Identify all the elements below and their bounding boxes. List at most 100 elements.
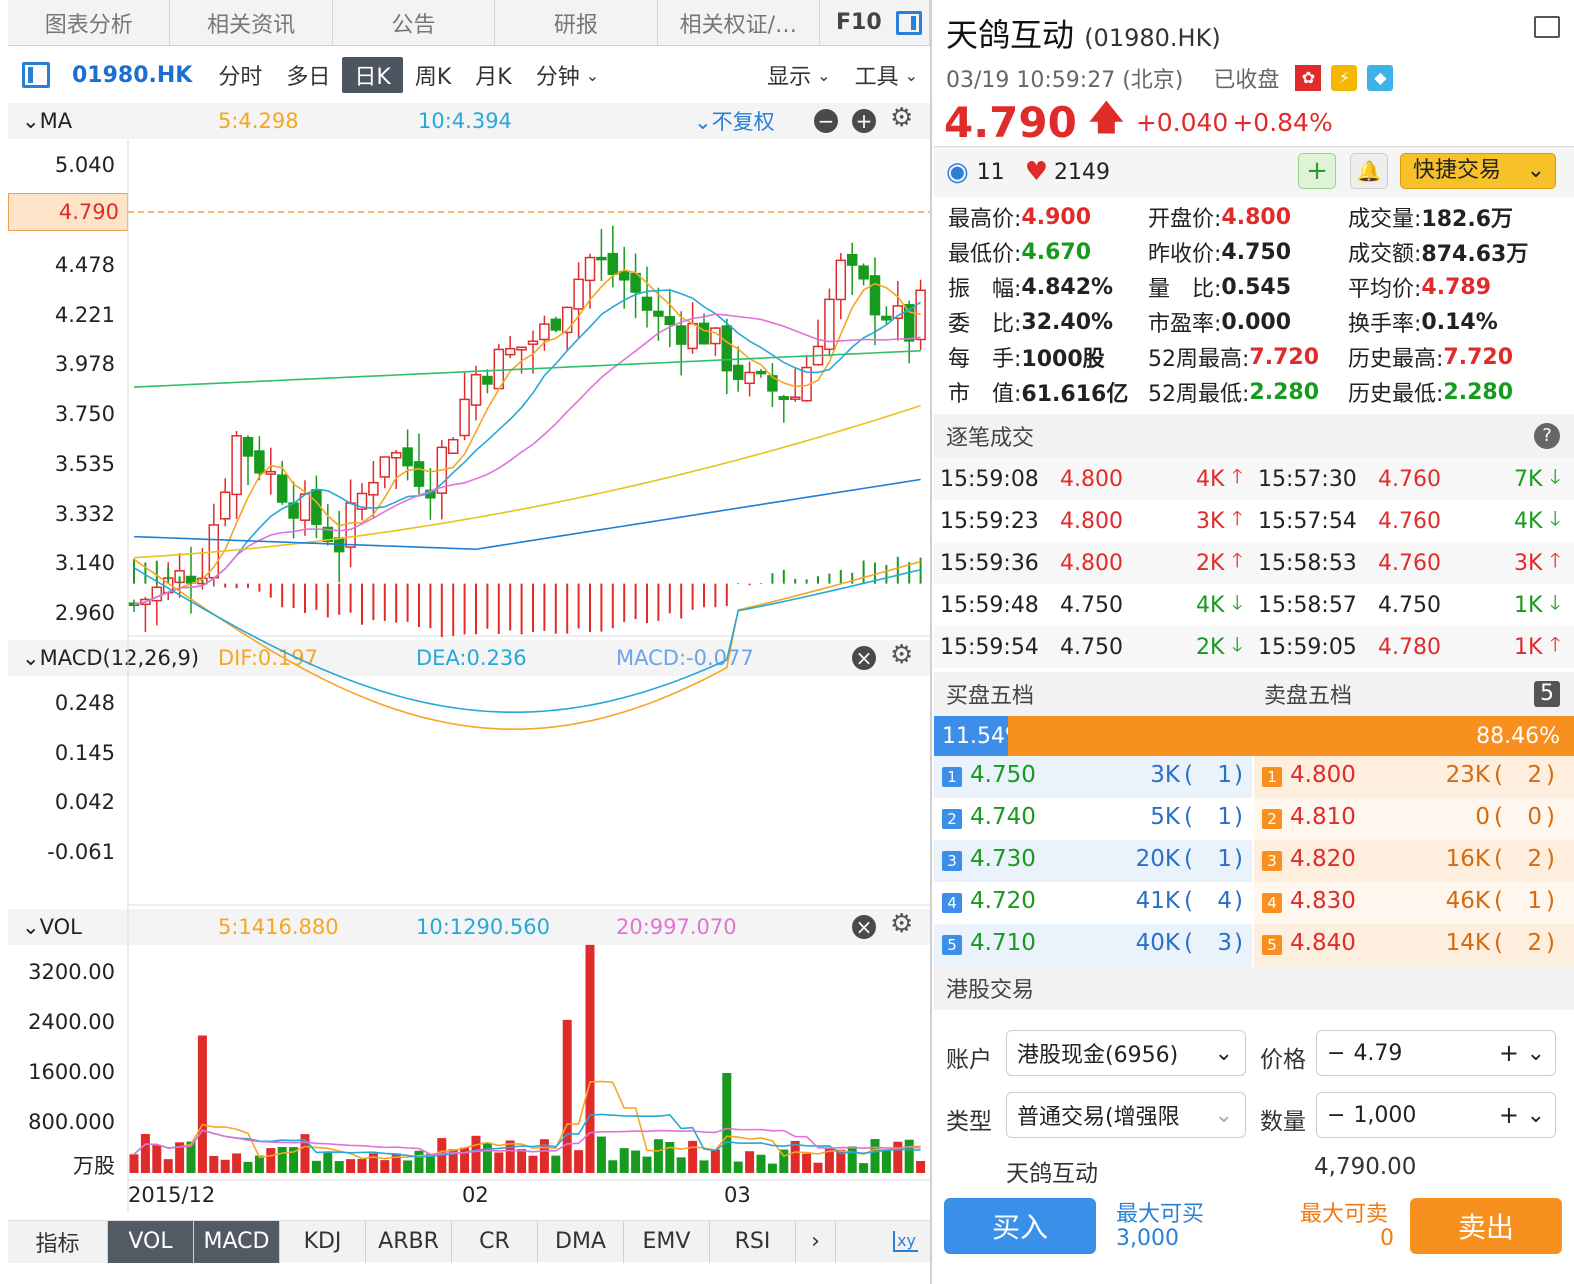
tick-time: 15:59:08 <box>940 466 1039 492</box>
type-select[interactable]: 普通交易(增强限 ⌄ <box>1006 1092 1246 1138</box>
gear-icon[interactable]: ⚙ <box>890 640 914 670</box>
sell-button[interactable]: 卖出 <box>1410 1198 1562 1254</box>
qty-stepper[interactable]: −1,000 + ⌄ <box>1316 1092 1556 1138</box>
gear-icon[interactable]: ⚙ <box>890 103 914 133</box>
period-weekly[interactable]: 周K <box>414 65 452 90</box>
stat-label: 昨收价: <box>1148 242 1222 267</box>
tick-row: 15:59:48 4.750 4K 🡓 15:58:57 4.750 1K 🡓 <box>934 584 1574 626</box>
stat-label: 历史最高: <box>1348 347 1444 372</box>
type-label: 类型 <box>946 1109 992 1135</box>
tab-dma[interactable]: DMA <box>538 1220 624 1263</box>
levels-badge[interactable]: 5 <box>1534 681 1560 707</box>
tick-time: 15:59:36 <box>940 550 1039 576</box>
plus-icon[interactable]: + <box>1498 1039 1519 1067</box>
chevron-right-icon[interactable]: › <box>796 1220 836 1263</box>
ask-paren-open: ( <box>1494 762 1503 788</box>
buy-button[interactable]: 买入 <box>944 1198 1096 1254</box>
display-dropdown[interactable]: 显示 ⌄ <box>755 57 842 93</box>
minus-icon[interactable]: − <box>1327 1102 1346 1128</box>
help-icon[interactable]: ? <box>1534 423 1560 449</box>
period-intraday[interactable]: 分时 <box>218 65 263 90</box>
tab-cr[interactable]: CR <box>452 1220 538 1263</box>
candle-body <box>835 259 847 301</box>
period-minute-dropdown[interactable]: 分钟 ⌄ <box>524 57 611 93</box>
tab-announcements[interactable]: 公告 <box>333 0 496 45</box>
tab-chart-analysis[interactable]: 图表分析 <box>8 0 171 45</box>
candle-body <box>698 322 710 345</box>
candle-body <box>447 438 459 454</box>
volume-bar <box>277 1146 287 1173</box>
tick-price: 4.760 <box>1378 550 1441 576</box>
f10-label: F10 <box>836 10 882 35</box>
ask-volume: 46K <box>1445 888 1490 914</box>
adjust-dropdown[interactable]: ⌄不复权 <box>694 110 775 134</box>
minus-icon[interactable]: − <box>1327 1040 1346 1066</box>
bid-count: 1 <box>1217 804 1232 830</box>
stat-value: 874.63万 <box>1421 242 1529 267</box>
tab-rsi[interactable]: RSI <box>710 1220 796 1263</box>
period-multiday[interactable]: 多日 <box>286 65 331 90</box>
tab-research[interactable]: 研报 <box>495 0 658 45</box>
volume-bar <box>893 1141 903 1173</box>
candle-body <box>539 323 550 341</box>
add-watch-button[interactable]: + <box>1298 153 1336 189</box>
stat-item: 52周最低: 2.280 <box>1148 377 1348 408</box>
stat-item: 平均价: 4.789 <box>1348 272 1568 303</box>
volume-bar <box>266 1148 276 1173</box>
quick-trade-button[interactable]: 快捷交易 ⌄ <box>1400 153 1556 189</box>
max-buy-value: 3,000 <box>1116 1226 1179 1251</box>
vol-toggle[interactable]: ⌄VOL <box>22 915 82 939</box>
tab-arbr[interactable]: ARBR <box>366 1220 452 1263</box>
volume-bar <box>220 1159 230 1173</box>
tab-news[interactable]: 相关资讯 <box>170 0 333 45</box>
close-icon[interactable]: × <box>852 646 876 670</box>
tab-vol[interactable]: VOL <box>108 1220 194 1263</box>
stat-value: 2.280 <box>1443 379 1514 405</box>
y-label: 1600.00 <box>28 1060 115 1084</box>
tab-emv[interactable]: EMV <box>624 1220 710 1263</box>
tab-warrants[interactable]: 相关权证/… <box>658 0 821 45</box>
sidebar-toggle-icon[interactable] <box>22 62 50 88</box>
ma20-line <box>133 313 921 606</box>
bell-icon[interactable]: 🔔 <box>1350 153 1388 189</box>
chevron-down-icon[interactable]: ⌄ <box>1526 1102 1545 1128</box>
macd-panel-header: ⌄MACD(12,26,9) DIF:0.197 DEA:0.236 MACD:… <box>8 640 930 676</box>
candle-body <box>265 470 277 475</box>
period-daily[interactable]: 日K <box>342 57 403 93</box>
ask-paren-open: ( <box>1494 888 1503 914</box>
volume-bar <box>300 1134 310 1173</box>
tab-f10[interactable]: F10 <box>820 0 931 45</box>
candle-body <box>413 461 425 487</box>
sell-pct: 88.46% <box>1476 723 1560 749</box>
plus-icon[interactable]: + <box>1498 1101 1519 1129</box>
stat-item: 市盈率: 0.000 <box>1148 307 1348 338</box>
xy-axis-icon[interactable]: xy <box>893 1231 918 1252</box>
price-stepper[interactable]: −4.79 + ⌄ <box>1316 1030 1556 1076</box>
period-monthly[interactable]: 月K <box>475 65 512 90</box>
zoom-out-icon[interactable]: − <box>814 109 838 133</box>
trade-amount: 4,790.00 <box>1314 1154 1417 1180</box>
candle-body <box>903 304 915 342</box>
chart-toolbar: 01980.HK 分时 多日 日K 周K 月K 分钟 ⌄ 显示 ⌄ 工具 ⌄ <box>8 52 930 98</box>
chevron-down-icon[interactable]: ⌄ <box>1526 1040 1545 1066</box>
zoom-in-icon[interactable]: + <box>852 109 876 133</box>
panel-toggle-icon[interactable] <box>895 10 922 35</box>
menu-icon[interactable] <box>1534 16 1560 38</box>
y-label: 2.960 <box>54 601 115 625</box>
stat-value: 32.40% <box>1021 309 1114 335</box>
stat-label: 成交量: <box>1348 207 1422 232</box>
volume-bar <box>585 944 595 1173</box>
tab-kdj[interactable]: KDJ <box>280 1220 366 1263</box>
candle-body <box>892 305 904 320</box>
y-label: 4.221 <box>54 303 115 327</box>
macd-toggle[interactable]: ⌄MACD(12,26,9) <box>22 646 200 670</box>
tab-macd[interactable]: MACD <box>194 1220 280 1263</box>
stat-value: 4.789 <box>1421 274 1492 300</box>
tools-dropdown[interactable]: 工具 ⌄ <box>843 57 930 93</box>
close-icon[interactable]: × <box>852 915 876 939</box>
volume-bar <box>631 1150 641 1173</box>
ma-toggle[interactable]: ⌄MA <box>22 109 73 133</box>
gear-icon[interactable]: ⚙ <box>890 909 914 939</box>
tick-row: 15:59:08 4.800 4K 🡑 15:57:30 4.760 7K 🡓 <box>934 458 1574 500</box>
account-select[interactable]: 港股现金(6956) ⌄ <box>1006 1030 1246 1076</box>
